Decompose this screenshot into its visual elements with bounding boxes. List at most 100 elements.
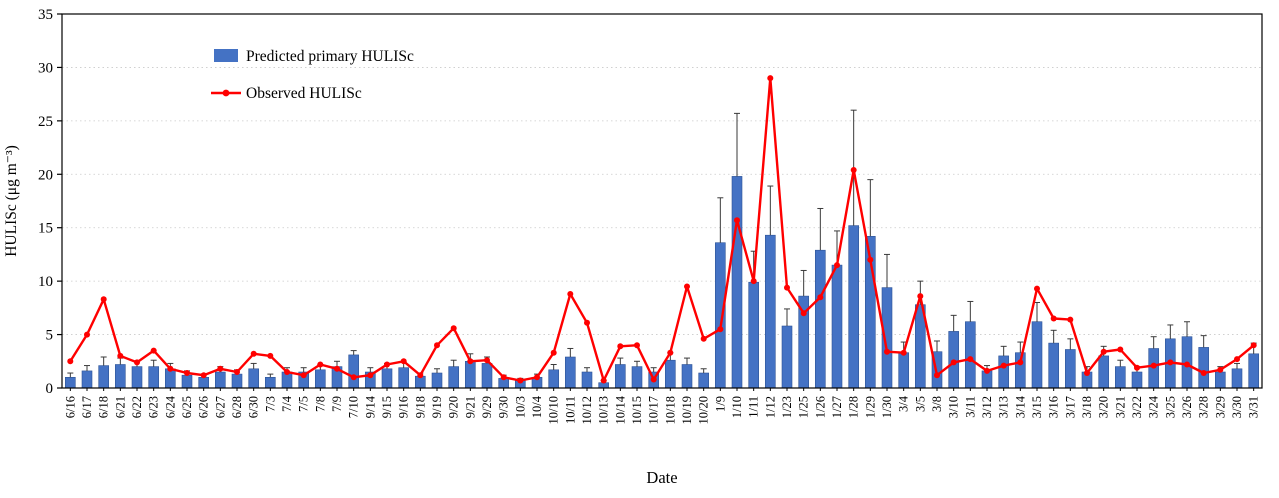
x-tick-label: 6/23 bbox=[147, 396, 161, 418]
x-tick-label: 9/18 bbox=[413, 396, 427, 418]
x-tick-label: 10/12 bbox=[580, 396, 594, 424]
observed-marker bbox=[867, 256, 874, 263]
observed-line bbox=[69, 76, 1255, 382]
bar bbox=[581, 371, 593, 389]
x-tick-label: 9/14 bbox=[363, 395, 377, 418]
observed-marker bbox=[284, 369, 290, 375]
observed-marker bbox=[1250, 342, 1257, 349]
observed-marker bbox=[750, 278, 757, 285]
observed-marker bbox=[734, 217, 740, 224]
bar bbox=[681, 364, 693, 389]
observed-marker bbox=[200, 372, 207, 379]
x-tick-label: 9/19 bbox=[430, 396, 444, 418]
bar bbox=[1098, 355, 1109, 389]
x-tick-label: 3/5 bbox=[913, 396, 927, 412]
x-tick-label: 1/28 bbox=[847, 396, 861, 418]
bar bbox=[664, 359, 676, 389]
observed-marker bbox=[1234, 356, 1240, 363]
bar bbox=[831, 264, 843, 389]
observed-marker bbox=[67, 358, 74, 365]
observed-marker bbox=[1200, 370, 1207, 376]
observed-marker bbox=[600, 377, 607, 384]
observed-marker bbox=[1100, 348, 1107, 355]
legend: Predicted primary HULISc Observed HULISc bbox=[211, 48, 414, 102]
x-tick-label: 1/9 bbox=[713, 396, 727, 412]
x-tick-label: 9/15 bbox=[380, 396, 394, 418]
x-tick-label: 6/17 bbox=[80, 396, 94, 418]
observed-marker bbox=[900, 349, 907, 356]
observed-marker bbox=[784, 284, 790, 291]
observed-marker bbox=[117, 352, 124, 359]
x-tick-label: 1/23 bbox=[780, 396, 794, 418]
x-tick-label: 1/26 bbox=[813, 396, 827, 418]
observed-marker bbox=[917, 293, 924, 300]
x-tick-label: 10/4 bbox=[530, 395, 544, 418]
observed-marker bbox=[400, 358, 407, 365]
bar bbox=[481, 363, 493, 389]
bar bbox=[748, 281, 760, 389]
bar bbox=[348, 354, 360, 389]
x-tick-label: 3/30 bbox=[1230, 396, 1244, 418]
x-tick-label: 6/27 bbox=[213, 396, 227, 418]
bar bbox=[464, 360, 476, 389]
observed-marker bbox=[417, 372, 424, 379]
observed-marker bbox=[700, 335, 707, 342]
x-tick-label: 3/8 bbox=[930, 396, 944, 412]
x-tick-label: 3/26 bbox=[1180, 396, 1194, 418]
gridlines bbox=[62, 13, 1262, 335]
x-tick-label: 6/28 bbox=[230, 396, 244, 418]
observed-marker bbox=[500, 374, 507, 381]
observed-marker bbox=[184, 370, 190, 376]
x-tick-label: 7/5 bbox=[297, 396, 311, 412]
plot-frame bbox=[61, 13, 1263, 389]
observed-marker bbox=[850, 167, 857, 173]
x-tick-label: 3/29 bbox=[1213, 396, 1227, 418]
x-tick-label: 3/22 bbox=[1130, 396, 1144, 418]
x-tick-label: 9/16 bbox=[397, 396, 411, 418]
observed-marker bbox=[434, 342, 440, 349]
observed-marker bbox=[1034, 285, 1040, 292]
observed-marker bbox=[817, 294, 824, 301]
observed-marker bbox=[617, 343, 624, 350]
observed-marker bbox=[950, 359, 957, 366]
predicted-bars bbox=[65, 176, 1259, 389]
x-tick-label: 1/29 bbox=[863, 396, 877, 418]
observed-marker bbox=[650, 376, 657, 383]
observed-marker bbox=[1000, 362, 1007, 369]
x-tick-label: 3/31 bbox=[1247, 396, 1261, 418]
observed-marker bbox=[350, 374, 357, 381]
x-tick-label: 1/12 bbox=[763, 396, 777, 418]
x-tick-label: 9/20 bbox=[447, 396, 461, 418]
x-tick-label: 3/16 bbox=[1047, 396, 1061, 418]
observed-marker bbox=[484, 357, 490, 364]
x-tick-label: 1/30 bbox=[880, 396, 894, 418]
x-tick-label: 6/26 bbox=[197, 396, 211, 418]
bar bbox=[848, 225, 860, 389]
observed-marker bbox=[150, 347, 157, 354]
bar bbox=[1115, 366, 1126, 389]
observed-marker bbox=[1134, 364, 1140, 371]
x-tick-label: 3/14 bbox=[1013, 395, 1027, 418]
bar bbox=[215, 371, 226, 389]
bar bbox=[731, 176, 743, 389]
y-tick-label: 35 bbox=[38, 7, 53, 23]
observed-marker bbox=[984, 367, 990, 374]
bar bbox=[198, 376, 209, 389]
bar bbox=[398, 367, 410, 389]
observed-marker bbox=[167, 365, 174, 372]
x-tick-label: 3/11 bbox=[963, 396, 977, 418]
bar bbox=[98, 365, 109, 389]
x-tick-label: 6/25 bbox=[180, 396, 194, 418]
x-tick-label: 10/18 bbox=[663, 396, 677, 424]
observed-marker bbox=[217, 365, 224, 372]
observed-marker bbox=[334, 365, 340, 372]
x-tick-label: 10/3 bbox=[513, 396, 527, 418]
x-tick-label: 7/4 bbox=[280, 395, 294, 412]
x-tick-label: 3/4 bbox=[897, 395, 911, 412]
observed-marker bbox=[1167, 359, 1174, 366]
observed-marker bbox=[450, 325, 457, 332]
bar bbox=[381, 368, 393, 389]
x-tick-label: 3/24 bbox=[1147, 395, 1161, 418]
